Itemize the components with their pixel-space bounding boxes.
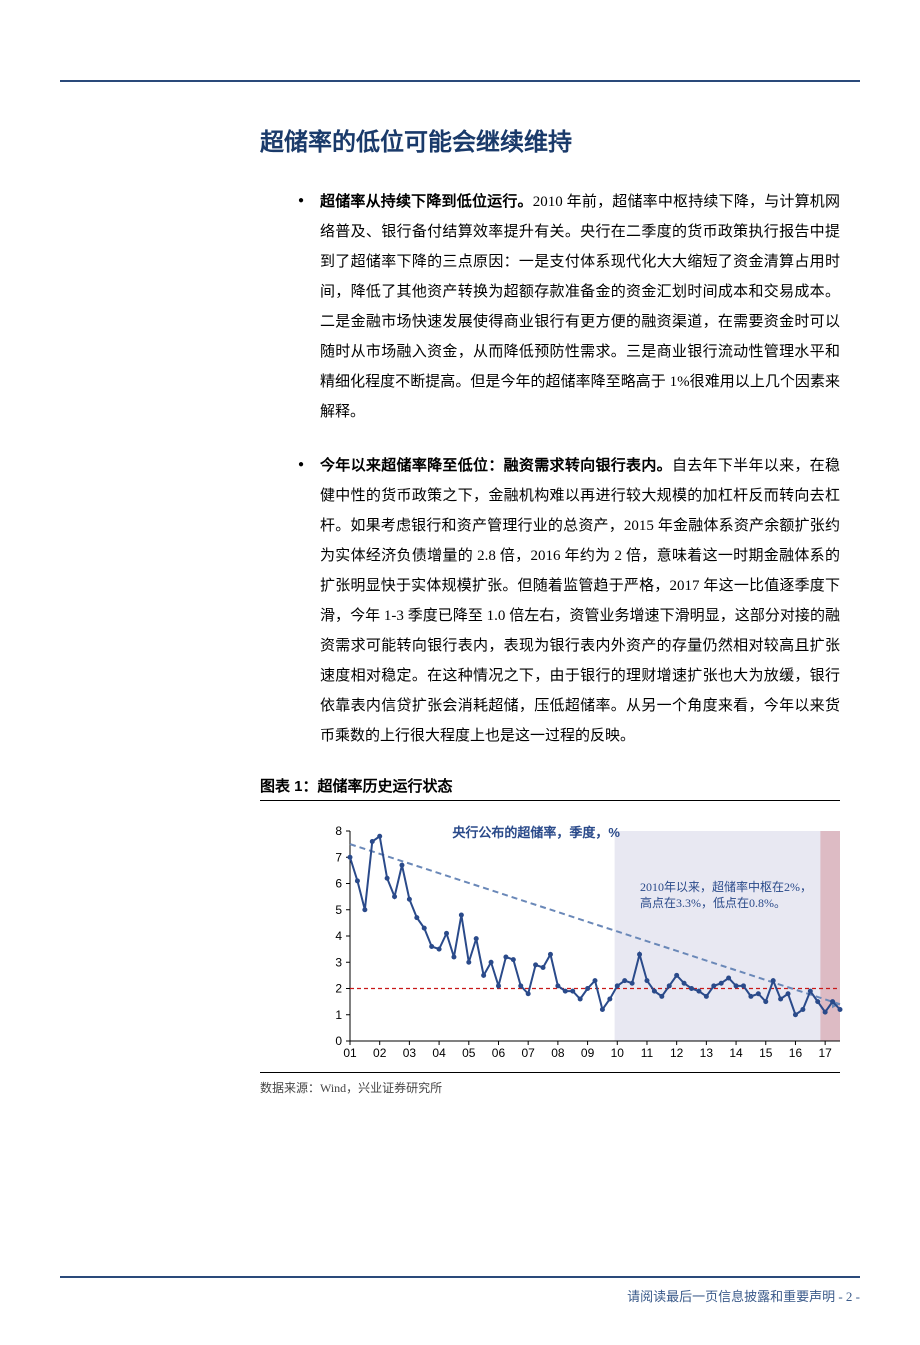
svg-text:4: 4 <box>335 929 342 943</box>
svg-text:5: 5 <box>335 903 342 917</box>
svg-text:10: 10 <box>611 1046 625 1060</box>
bullet-item: 超储率从持续下降到低位运行。2010 年前，超储率中枢持续下降，与计算机网络普及… <box>290 187 840 427</box>
figure-block: 图表 1：超储率历史运行状态 0123456780102030405060708… <box>260 775 840 1096</box>
bullet-list: 超储率从持续下降到低位运行。2010 年前，超储率中枢持续下降，与计算机网络普及… <box>290 187 840 751</box>
svg-text:1: 1 <box>335 1008 342 1022</box>
svg-text:14: 14 <box>729 1046 743 1060</box>
svg-text:16: 16 <box>789 1046 803 1060</box>
svg-text:01: 01 <box>343 1046 357 1060</box>
svg-text:0: 0 <box>335 1034 342 1048</box>
svg-text:12: 12 <box>670 1046 684 1060</box>
svg-text:8: 8 <box>335 824 342 838</box>
svg-text:7: 7 <box>335 850 342 864</box>
svg-text:17: 17 <box>818 1046 832 1060</box>
svg-text:2: 2 <box>335 982 342 996</box>
top-rule <box>60 80 860 82</box>
svg-text:13: 13 <box>700 1046 714 1060</box>
svg-text:03: 03 <box>403 1046 417 1060</box>
svg-text:3: 3 <box>335 955 342 969</box>
line-chart-svg: 0123456780102030405060708091011121314151… <box>310 821 850 1061</box>
svg-text:央行公布的超储率，季度，%: 央行公布的超储率，季度，% <box>452 825 620 840</box>
svg-text:07: 07 <box>522 1046 536 1060</box>
footer-disclaimer: 请阅读最后一页信息披露和重要声明 - 2 - <box>60 1276 860 1305</box>
svg-text:15: 15 <box>759 1046 773 1060</box>
data-source: 数据来源：Wind，兴业证券研究所 <box>260 1079 840 1096</box>
svg-text:05: 05 <box>462 1046 476 1060</box>
svg-text:02: 02 <box>373 1046 387 1060</box>
bullet-item: 今年以来超储率降至低位：融资需求转向银行表内。自去年下半年以来，在稳健中性的货币… <box>290 451 840 751</box>
svg-text:2010年以来，超储率中枢在2%，: 2010年以来，超储率中枢在2%， <box>640 879 812 894</box>
chart: 0123456780102030405060708091011121314151… <box>260 811 840 1073</box>
bullet-body: 自去年下半年以来，在稳健中性的货币政策之下，金融机构难以再进行较大规模的加杠杆反… <box>320 458 840 744</box>
svg-text:04: 04 <box>432 1046 446 1060</box>
svg-text:6: 6 <box>335 877 342 891</box>
bullet-lead: 今年以来超储率降至低位：融资需求转向银行表内。 <box>320 457 672 474</box>
svg-text:09: 09 <box>581 1046 595 1060</box>
bullet-body: 2010 年前，超储率中枢持续下降，与计算机网络普及、银行备付结算效率提升有关。… <box>320 194 840 420</box>
svg-text:11: 11 <box>641 1046 654 1060</box>
figure-caption: 图表 1：超储率历史运行状态 <box>260 775 840 801</box>
bullet-lead: 超储率从持续下降到低位运行。 <box>320 193 533 210</box>
page-title: 超储率的低位可能会继续维持 <box>260 122 860 157</box>
svg-text:高点在3.3%，低点在0.8%。: 高点在3.3%，低点在0.8%。 <box>640 895 786 910</box>
svg-text:08: 08 <box>551 1046 565 1060</box>
svg-text:06: 06 <box>492 1046 506 1060</box>
